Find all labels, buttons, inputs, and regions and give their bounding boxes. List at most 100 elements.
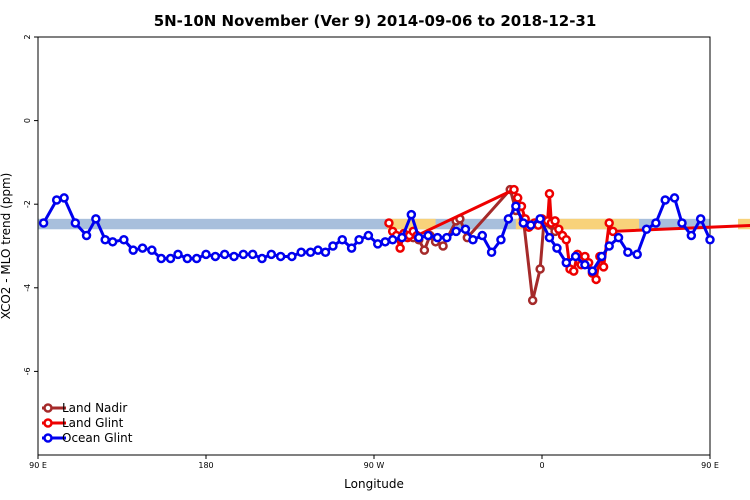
data-point (397, 232, 407, 243)
data-point (468, 234, 478, 245)
data-point (604, 218, 614, 228)
data-point (165, 253, 176, 264)
data-point (587, 266, 598, 276)
data-point (451, 226, 461, 237)
y-tick-label: 2 (23, 34, 32, 39)
data-point (257, 253, 267, 264)
data-point (598, 262, 609, 272)
data-point (81, 230, 92, 241)
data-point (496, 234, 506, 245)
data-point (613, 232, 624, 243)
chart-title: 5N-10N November (Ver 9) 2014-09-06 to 20… (154, 12, 597, 30)
data-point (527, 295, 538, 306)
data-point (320, 247, 331, 258)
data-point (363, 230, 374, 241)
data-point (372, 239, 383, 249)
data-point (173, 249, 183, 260)
data-point (518, 218, 529, 228)
data-point (147, 245, 157, 255)
data-point (406, 209, 417, 220)
data-point (219, 249, 230, 260)
data-point (387, 234, 398, 245)
data-point (623, 247, 633, 258)
x-axis: 90 E 180 90 W 0 90 E (29, 455, 719, 470)
legend-label: Land Glint (62, 416, 124, 430)
data-point (137, 243, 148, 253)
x-tick-label: 90 E (29, 461, 47, 470)
data-point (395, 243, 405, 253)
land-band-segment (387, 218, 436, 230)
data-point (414, 232, 424, 243)
x-tick-label: 180 (198, 461, 213, 470)
legend-label: Land Nadir (62, 401, 127, 415)
data-point (51, 195, 62, 205)
data-point (59, 193, 69, 203)
data-point (354, 234, 364, 245)
data-point (346, 243, 357, 253)
data-point (570, 251, 581, 262)
series-layer (38, 184, 750, 306)
data-point (201, 249, 211, 260)
data-point (544, 232, 555, 243)
data-point (641, 224, 652, 235)
data-point (119, 234, 129, 245)
data-point (526, 220, 536, 230)
series-ocean-glint (38, 193, 715, 276)
y-tick-label: -4 (23, 284, 32, 292)
data-point (182, 253, 193, 264)
data-point (156, 253, 166, 264)
data-point (432, 232, 443, 243)
data-point (568, 266, 579, 276)
data-point (561, 234, 572, 245)
y-axis-label: XCO2 - MLO trend (ppm) (0, 173, 13, 320)
data-point (442, 232, 452, 243)
data-point (535, 264, 545, 274)
data-point (460, 224, 471, 235)
x-axis-label: Longitude (344, 477, 404, 491)
data-point (486, 247, 497, 258)
y-axis: 2 0 -2 -4 -6 (23, 34, 38, 375)
legend-marker (43, 418, 53, 428)
data-point (313, 245, 323, 255)
data-point (384, 218, 394, 228)
land-band-segment (515, 218, 640, 230)
data-point (509, 184, 519, 195)
data-point (677, 218, 687, 228)
data-point (70, 218, 81, 228)
data-point (669, 193, 680, 203)
data-point (695, 214, 706, 224)
land-ocean-band (38, 218, 750, 230)
data-point (247, 249, 258, 260)
data-point (503, 214, 514, 224)
legend-marker (43, 403, 53, 413)
data-point (423, 230, 433, 241)
data-point (328, 241, 338, 251)
legend-marker (43, 433, 53, 443)
data-point (287, 251, 297, 262)
data-point (580, 260, 590, 270)
legend-label: Ocean Glint (62, 431, 133, 445)
x-tick-label: 90 W (364, 461, 385, 470)
data-point (596, 251, 607, 262)
data-point (608, 226, 618, 237)
data-point (550, 216, 560, 226)
y-tick-label: -6 (23, 367, 32, 375)
data-point (561, 257, 572, 268)
data-point (128, 245, 138, 255)
data-point (266, 249, 277, 260)
data-point (686, 230, 697, 241)
data-point (296, 247, 306, 258)
x-tick-label: 0 (539, 461, 544, 470)
data-point (604, 241, 614, 251)
data-point (512, 193, 523, 203)
x-tick-label: 90 E (701, 461, 719, 470)
land-band-segment (738, 218, 750, 230)
data-point (229, 251, 239, 262)
data-point (552, 243, 562, 253)
data-point (100, 234, 110, 245)
data-point (651, 218, 661, 228)
data-point (238, 249, 249, 260)
data-point (38, 218, 49, 228)
